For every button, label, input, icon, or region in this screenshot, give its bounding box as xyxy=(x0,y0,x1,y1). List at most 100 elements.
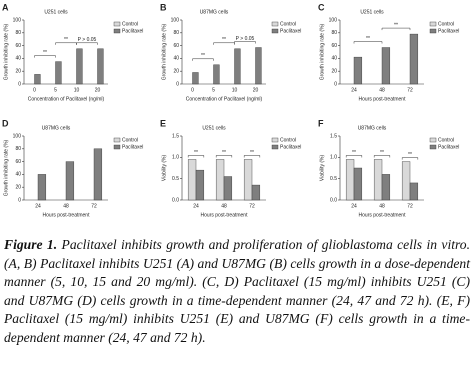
panel-label: C xyxy=(318,2,325,12)
x-tick-label: 48 xyxy=(379,87,385,93)
chart-title: U251 cells xyxy=(360,9,384,15)
y-tick-label: 40 xyxy=(15,56,21,62)
bar xyxy=(34,74,41,85)
significance-label: ** xyxy=(380,150,384,156)
significance-bracket xyxy=(192,58,214,61)
significance-label: ** xyxy=(394,22,398,28)
chart-panel: E U251 cells Viability (%) Hours post-treat… xyxy=(160,118,301,218)
significance-bracket xyxy=(345,155,363,158)
y-tick-label: 0 xyxy=(334,81,337,87)
significance-bracket xyxy=(234,41,256,44)
legend-label: Control xyxy=(438,137,454,143)
chart-title: U87MG cells xyxy=(42,125,71,131)
bar xyxy=(234,48,241,85)
significance-bracket xyxy=(215,155,233,158)
significance-label: ** xyxy=(352,150,356,156)
chart-panel: A U251 cells Growth inhibiting rate (%) Con… xyxy=(2,2,143,102)
y-tick-label: 60 xyxy=(331,43,337,49)
x-tick-label: 24 xyxy=(193,203,199,209)
figure: A U251 cells Growth inhibiting rate (%) Con… xyxy=(2,2,459,218)
bar xyxy=(37,174,47,201)
bar xyxy=(93,148,103,201)
bar xyxy=(97,48,104,85)
x-tick-label: 72 xyxy=(407,203,413,209)
y-tick-label: 100 xyxy=(13,17,22,23)
x-tick-label: 5 xyxy=(54,87,57,93)
x-tick-label: 20 xyxy=(253,87,259,93)
legend-swatch xyxy=(271,137,279,143)
significance-label: ** xyxy=(408,152,412,158)
legend-swatch xyxy=(271,28,279,34)
significance-label: ** xyxy=(43,50,47,56)
chart-title: U251 cells xyxy=(202,125,226,131)
y-axis-label: Growth inhibiting rate (%) xyxy=(3,139,9,196)
legend-swatch xyxy=(113,21,121,27)
y-tick-label: 80 xyxy=(173,30,179,36)
panel-label: E xyxy=(160,118,166,128)
y-tick-label: 60 xyxy=(15,159,21,165)
y-tick-label: 20 xyxy=(331,69,337,75)
y-tick-label: 40 xyxy=(331,56,337,62)
x-tick-label: 24 xyxy=(351,87,357,93)
y-tick-label: 60 xyxy=(15,43,21,49)
x-tick-label: 48 xyxy=(63,203,69,209)
significance-label: ** xyxy=(194,150,198,156)
bar xyxy=(65,161,75,201)
y-tick-label: 100 xyxy=(13,133,22,139)
bar xyxy=(353,56,363,85)
legend-swatch xyxy=(271,21,279,27)
chart-panel: D U87MG cells Growth inhibiting rate (%) Ho… xyxy=(2,118,143,218)
y-tick-label: 0.5 xyxy=(330,176,337,182)
significance-bracket xyxy=(187,155,205,158)
y-tick-label: 60 xyxy=(173,43,179,49)
bar xyxy=(409,182,419,201)
y-axis-label: Viability (%) xyxy=(161,155,167,182)
bar xyxy=(401,161,411,201)
x-axis-label: Concentration of Paclitaxel (ng/ml) xyxy=(28,96,105,102)
significance-label: ** xyxy=(222,150,226,156)
significance-label: ** xyxy=(366,36,370,42)
legend-label: Control xyxy=(280,21,296,27)
legend-label: Paclitaxel xyxy=(438,28,459,34)
significance-bracket xyxy=(353,41,383,44)
panel-label: D xyxy=(2,118,9,128)
x-tick-label: 0 xyxy=(33,87,36,93)
x-tick-label: 48 xyxy=(221,203,227,209)
y-axis-label: Growth inhibiting rate (%) xyxy=(161,23,167,80)
significance-label: ** xyxy=(201,53,205,59)
significance-label: ** xyxy=(64,37,68,43)
significance-bracket xyxy=(401,157,419,160)
y-tick-label: 80 xyxy=(331,30,337,36)
x-axis-label: Hours post-treatment xyxy=(359,212,407,218)
x-tick-label: 20 xyxy=(95,87,101,93)
bar xyxy=(215,159,225,201)
significance-label: ** xyxy=(250,150,254,156)
x-axis-label: Hours post-treatment xyxy=(359,96,407,102)
significance-bracket xyxy=(34,55,56,58)
bar xyxy=(76,48,83,85)
bar xyxy=(251,184,261,201)
significance-bracket xyxy=(76,42,98,45)
bar xyxy=(192,72,199,85)
legend-label: Paclitaxel xyxy=(280,144,301,150)
legend-swatch xyxy=(429,21,437,27)
y-tick-label: 80 xyxy=(15,146,21,152)
bar xyxy=(373,159,383,201)
y-tick-label: 0.0 xyxy=(330,197,337,203)
chart-title: U87MG cells xyxy=(358,125,387,131)
y-tick-label: 1.0 xyxy=(330,155,337,161)
x-tick-label: 10 xyxy=(232,87,238,93)
bar xyxy=(187,159,197,201)
y-axis-label: Growth inhibiting rate (%) xyxy=(3,23,9,80)
chart-panel: B U87MG cells Growth inhibiting rate (%) Co… xyxy=(160,2,301,102)
x-tick-label: 5 xyxy=(212,87,215,93)
legend-label: Paclitaxel xyxy=(122,144,143,150)
y-tick-label: 80 xyxy=(15,30,21,36)
legend-swatch xyxy=(271,144,279,150)
x-tick-label: 72 xyxy=(407,87,413,93)
legend-label: Control xyxy=(122,137,138,143)
legend-swatch xyxy=(113,144,121,150)
y-tick-label: 1.5 xyxy=(330,133,337,139)
significance-bracket xyxy=(243,155,261,158)
legend-label: Paclitaxel xyxy=(438,144,459,150)
